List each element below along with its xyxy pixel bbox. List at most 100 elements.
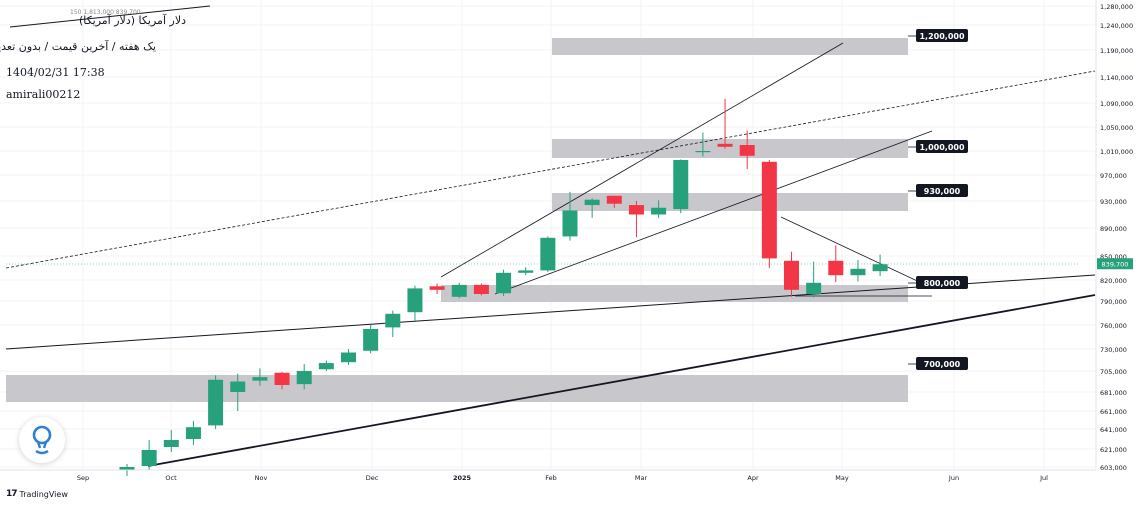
candle	[828, 245, 844, 283]
candle	[363, 325, 379, 354]
zone-1200000	[552, 38, 908, 55]
candle	[518, 267, 534, 276]
level-tag-bg	[916, 184, 968, 197]
candle	[784, 251, 799, 297]
candle	[562, 191, 578, 241]
candle	[296, 363, 312, 390]
price-tick-label: 850,000	[1100, 253, 1127, 261]
level-tag: 930,000	[908, 184, 968, 197]
candle-body	[628, 205, 644, 215]
candle-body	[429, 286, 445, 290]
candle-body	[739, 145, 755, 156]
candle	[673, 159, 689, 214]
level-tag-label: 1,200,000	[919, 32, 964, 41]
tradingview-logo[interactable]: 17 TradingView	[6, 489, 68, 499]
price-axis[interactable]: 1,280,000 1,240,000 1,190,000 1,140,000 1,09…	[1095, 0, 1133, 472]
trend-lines	[5, 5, 1096, 467]
zone-1000000	[552, 139, 908, 158]
candle	[761, 160, 777, 268]
price-tick-label: 661,000	[1100, 408, 1127, 416]
candle-body	[451, 284, 467, 297]
price-tick-label: 890,000	[1100, 225, 1127, 233]
candle-body	[761, 161, 777, 259]
candle-body	[695, 151, 711, 153]
price-tick-label: 1,050,000	[1100, 124, 1133, 132]
candle-body	[584, 199, 600, 206]
candle	[540, 236, 556, 272]
candle	[163, 430, 179, 452]
trendline-support-thick	[147, 294, 1096, 467]
time-tick-label: Jul	[1039, 474, 1048, 482]
candle-body	[540, 237, 556, 271]
candle-body	[606, 195, 622, 204]
candle	[274, 371, 290, 390]
lightbulb-pin-icon[interactable]	[19, 417, 65, 463]
level-tag-bg	[916, 276, 968, 289]
candle	[407, 285, 423, 321]
level-tag-label: 1,000,000	[919, 143, 964, 152]
level-tag: 1,200,000	[908, 29, 968, 42]
candle	[496, 269, 512, 297]
candle	[606, 195, 622, 208]
candle-body	[473, 284, 489, 294]
candle-body	[185, 427, 201, 439]
candle-body	[318, 363, 334, 370]
candle-body	[806, 282, 822, 294]
level-tag: 700,000	[908, 357, 968, 370]
current-price-marker	[1097, 258, 1133, 270]
candle	[739, 130, 755, 169]
candle	[695, 132, 711, 157]
level-tag: 800,000	[908, 276, 968, 289]
candle	[385, 310, 401, 337]
candle-body	[651, 207, 667, 215]
trendline-short-down	[780, 216, 931, 288]
time-axis[interactable]: Sep Oct Nov Dec 2025 Feb Mar Apr May Jun Jul	[0, 469, 1096, 482]
candle	[850, 260, 866, 282]
time-tick-label: Nov	[255, 474, 268, 482]
time-tick-label: 2025	[453, 474, 472, 482]
time-tick-label: Dec	[366, 474, 379, 482]
level-tag-bg	[916, 140, 968, 153]
candle-body	[341, 352, 356, 363]
candle	[185, 420, 201, 445]
candle	[252, 368, 268, 386]
candle-body	[119, 467, 135, 470]
candle-body	[141, 450, 157, 466]
candle	[806, 261, 822, 298]
candle-body	[208, 379, 224, 426]
time-tick-label: Jun	[948, 474, 959, 482]
price-tick-label: 790,000	[1100, 298, 1127, 306]
price-tick-label: 1,280,000	[1100, 3, 1133, 11]
candle-body	[230, 381, 246, 392]
candle-body	[717, 143, 733, 147]
candle-body	[784, 260, 799, 290]
candle	[628, 201, 644, 238]
trendline-channel-lower	[494, 130, 933, 295]
level-tag-bg	[916, 357, 968, 370]
brand-name: TradingView	[19, 489, 68, 499]
trendline-dashed	[5, 70, 1096, 269]
time-tick-label: Mar	[635, 474, 648, 482]
symbol-title: دلار آمریکا (دلار آمریکا)	[78, 14, 186, 27]
price-tick-label: 1,090,000	[1100, 100, 1133, 108]
candle-body	[850, 268, 866, 276]
candle-body	[496, 272, 512, 294]
price-tick-label: 1,010,000	[1100, 148, 1133, 156]
price-tick-label: 970,000	[1100, 172, 1127, 180]
chart-settings-subtitle: یک هفته / آخرین قیمت / بدون تعدیل	[0, 40, 156, 53]
candle-body	[296, 371, 312, 385]
price-tick-label: 603,000	[1100, 464, 1127, 472]
level-tag-label: 700,000	[924, 360, 961, 369]
candle-body	[385, 313, 401, 328]
candle-body	[407, 288, 423, 313]
time-tick-label: Sep	[77, 474, 89, 482]
zone-700000	[6, 375, 908, 402]
snapshot-datetime: 1404/02/31 17:38	[6, 66, 105, 79]
candle-body	[828, 260, 844, 276]
price-tick-label: 760,000	[1100, 322, 1127, 330]
trendline-top-left	[9, 5, 211, 28]
candle	[717, 98, 733, 149]
price-tick-label: 681,000	[1100, 389, 1127, 397]
candle-body	[518, 270, 534, 273]
